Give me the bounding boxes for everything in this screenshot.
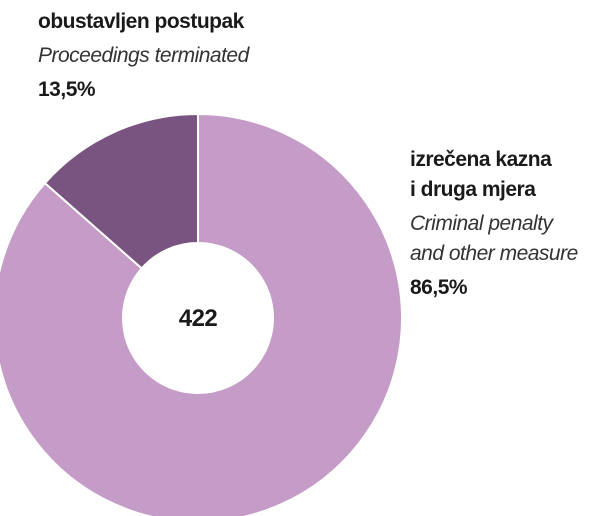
category-label-en: Criminal penalty: [410, 212, 555, 235]
category-label: izrečena kazna: [410, 148, 552, 171]
value-label: 13,5%: [38, 78, 96, 101]
donut-segment: [0, 112, 403, 516]
donut-segment: [43, 112, 199, 270]
category-label: i druga mjera: [410, 178, 536, 201]
value-label: 86,5%: [410, 276, 468, 299]
category-label: obustavljen postupak: [38, 10, 245, 33]
category-label-en: Proceedings terminated: [38, 44, 251, 67]
center-total: 422: [179, 305, 218, 332]
category-label-en: and other measure: [410, 242, 578, 265]
